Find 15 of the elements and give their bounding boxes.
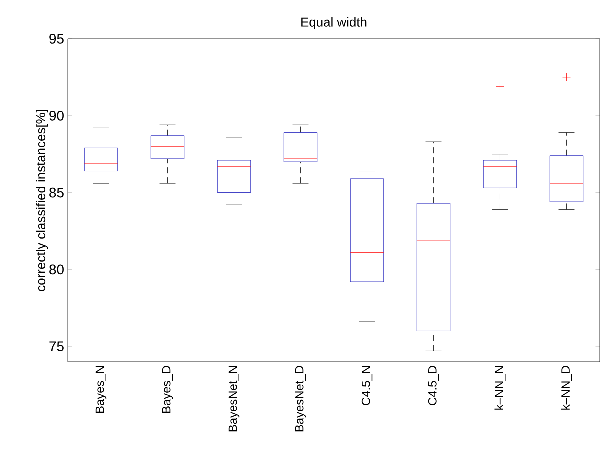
x-tick-label: C4.5_N xyxy=(362,366,373,406)
x-tick-label: BayesNet_N xyxy=(228,366,240,432)
x-tick-label: k–NN_N xyxy=(494,366,506,410)
y-tick-label: 80 xyxy=(50,264,64,275)
y-axis-title: correctly classified instances[%] xyxy=(36,110,48,292)
x-tick-label: BayesNet_D xyxy=(295,366,306,432)
y-tick-label: 75 xyxy=(50,342,64,352)
chart-title: Equal width xyxy=(302,17,367,30)
y-tick-label: 90 xyxy=(50,110,64,121)
y-tick-label: 95 xyxy=(50,34,64,44)
x-tick-label: Bayes_D xyxy=(162,366,174,414)
y-tick-label: 85 xyxy=(50,188,64,198)
x-tick-label: Bayes_N xyxy=(96,366,107,414)
x-tick-label: C4.5_D xyxy=(428,366,440,406)
x-tick-label: k–NN_D xyxy=(561,366,572,410)
